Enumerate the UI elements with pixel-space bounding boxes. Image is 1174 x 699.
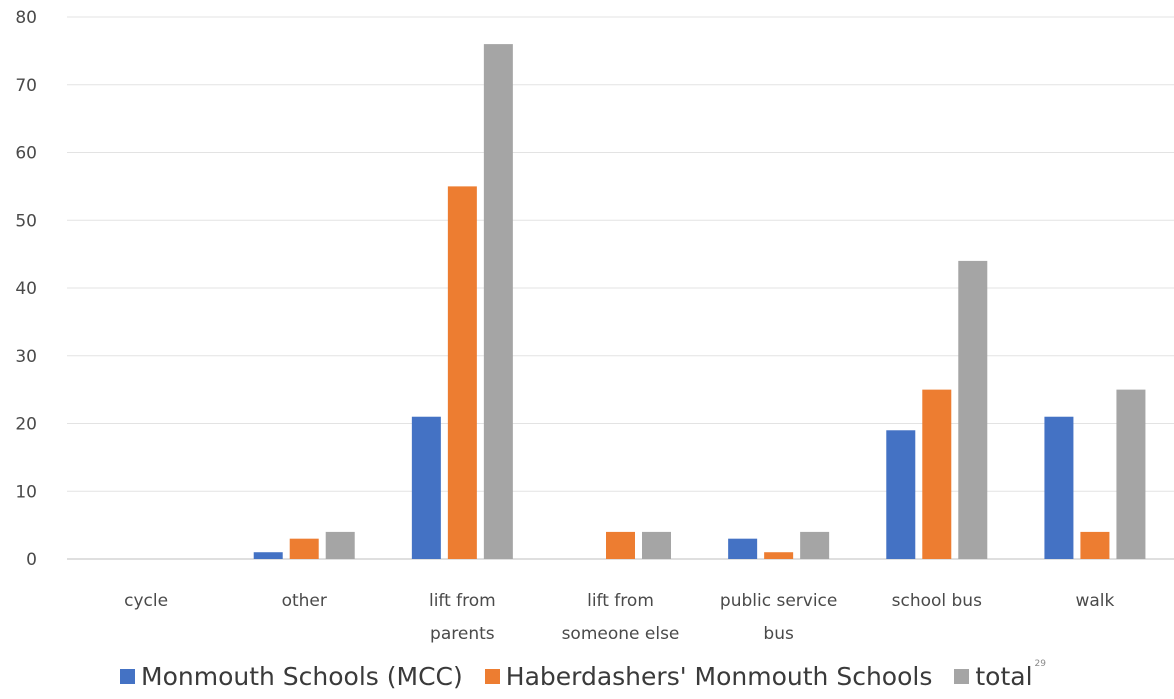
- legend-label-mcc: Monmouth Schools (MCC): [141, 661, 463, 691]
- legend-label-total: total: [975, 661, 1033, 691]
- bar-haberdashers: [922, 389, 952, 559]
- x-category-label: cycle: [124, 591, 168, 611]
- bar-total: [483, 44, 513, 560]
- bar-haberdashers: [447, 186, 477, 559]
- y-tick-label: 10: [15, 482, 37, 502]
- legend-item-haberdashers: Haberdashers' Monmouth Schools: [484, 661, 933, 691]
- bar-haberdashers: [1080, 531, 1110, 559]
- bar-haberdashers: [764, 552, 794, 559]
- legend-label-haberdashers: Haberdashers' Monmouth Schools: [505, 661, 933, 691]
- x-axis-categories: cycle other lift from parents lift from someo…: [124, 591, 1114, 644]
- y-tick-label: 60: [15, 144, 37, 164]
- y-tick-label: 70: [15, 76, 37, 96]
- bar-haberdashers: [606, 531, 635, 559]
- legend-swatch-total: [954, 668, 970, 684]
- bar-mcc: [886, 430, 916, 559]
- bar-chart: 0 10 20 30 40 50 60 70 80 cycle other lift from par…: [15, 8, 1174, 644]
- x-category-label: public service: [720, 591, 837, 611]
- bar-total: [1116, 389, 1146, 559]
- bar-mcc: [253, 552, 283, 559]
- y-tick-label: 50: [15, 211, 37, 231]
- bar-total: [325, 531, 355, 559]
- y-tick-label: 40: [15, 279, 37, 299]
- x-category-label: parents: [430, 624, 495, 644]
- y-tick-label: 30: [15, 347, 37, 367]
- legend-item-mcc: Monmouth Schools (MCC): [120, 662, 463, 691]
- x-category-label: someone else: [562, 624, 680, 644]
- legend: Monmouth Schools (MCC) Haberdashers' Mon…: [120, 658, 1046, 694]
- x-category-label: lift from: [429, 591, 496, 611]
- gridlines: [67, 16, 1174, 560]
- y-tick-label: 80: [15, 8, 37, 28]
- x-category-label: school bus: [892, 591, 982, 611]
- x-category-label: walk: [1075, 591, 1114, 611]
- bar-total: [800, 531, 830, 559]
- legend-item-total: total 29: [954, 659, 1046, 691]
- y-tick-label: 20: [15, 415, 37, 435]
- y-tick-label: 0: [26, 550, 37, 570]
- page-number: 29: [1034, 659, 1046, 669]
- bar-mcc: [728, 538, 758, 559]
- bar-total: [642, 531, 671, 559]
- legend-swatch-haberdashers: [484, 668, 500, 684]
- x-category-label: other: [282, 591, 327, 611]
- bars: [253, 44, 1146, 560]
- bar-mcc: [1044, 416, 1074, 559]
- bar-haberdashers: [289, 538, 319, 559]
- x-category-label: bus: [763, 624, 794, 644]
- y-axis-ticks: 0 10 20 30 40 50 60 70 80: [15, 8, 37, 570]
- x-category-label: lift from: [587, 591, 654, 611]
- legend-swatch-mcc: [120, 668, 135, 684]
- bar-total: [958, 260, 988, 559]
- bar-mcc: [411, 416, 441, 559]
